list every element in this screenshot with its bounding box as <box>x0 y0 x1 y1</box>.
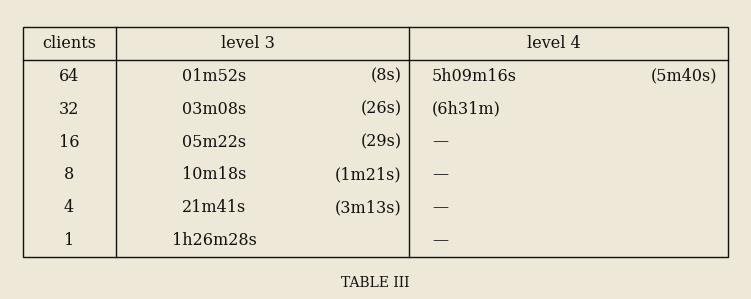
Text: 10m18s: 10m18s <box>182 167 246 183</box>
Text: 1h26m28s: 1h26m28s <box>171 232 257 249</box>
Text: —: — <box>432 134 448 150</box>
Text: (26s): (26s) <box>360 101 402 118</box>
Text: (8s): (8s) <box>371 68 402 85</box>
Text: —: — <box>432 232 448 249</box>
Text: (3m13s): (3m13s) <box>335 199 402 216</box>
Text: 4: 4 <box>64 199 74 216</box>
Text: 16: 16 <box>59 134 80 150</box>
Text: 03m08s: 03m08s <box>182 101 246 118</box>
Text: level 4: level 4 <box>527 35 581 52</box>
Text: —: — <box>432 199 448 216</box>
Bar <box>23 27 728 257</box>
Text: (1m21s): (1m21s) <box>335 167 402 183</box>
Text: 32: 32 <box>59 101 80 118</box>
Text: level 3: level 3 <box>221 35 275 52</box>
Text: (29s): (29s) <box>360 134 402 150</box>
Text: 1: 1 <box>64 232 74 249</box>
Text: 5h09m16s: 5h09m16s <box>432 68 517 85</box>
Text: (6h31m): (6h31m) <box>432 101 501 118</box>
Text: TABLE III: TABLE III <box>341 276 410 289</box>
Text: 01m52s: 01m52s <box>182 68 246 85</box>
Text: 05m22s: 05m22s <box>182 134 246 150</box>
Text: clients: clients <box>42 35 96 52</box>
Text: —: — <box>432 167 448 183</box>
Text: 21m41s: 21m41s <box>182 199 246 216</box>
Text: 8: 8 <box>64 167 74 183</box>
Text: (5m40s): (5m40s) <box>650 68 717 85</box>
Text: 64: 64 <box>59 68 80 85</box>
